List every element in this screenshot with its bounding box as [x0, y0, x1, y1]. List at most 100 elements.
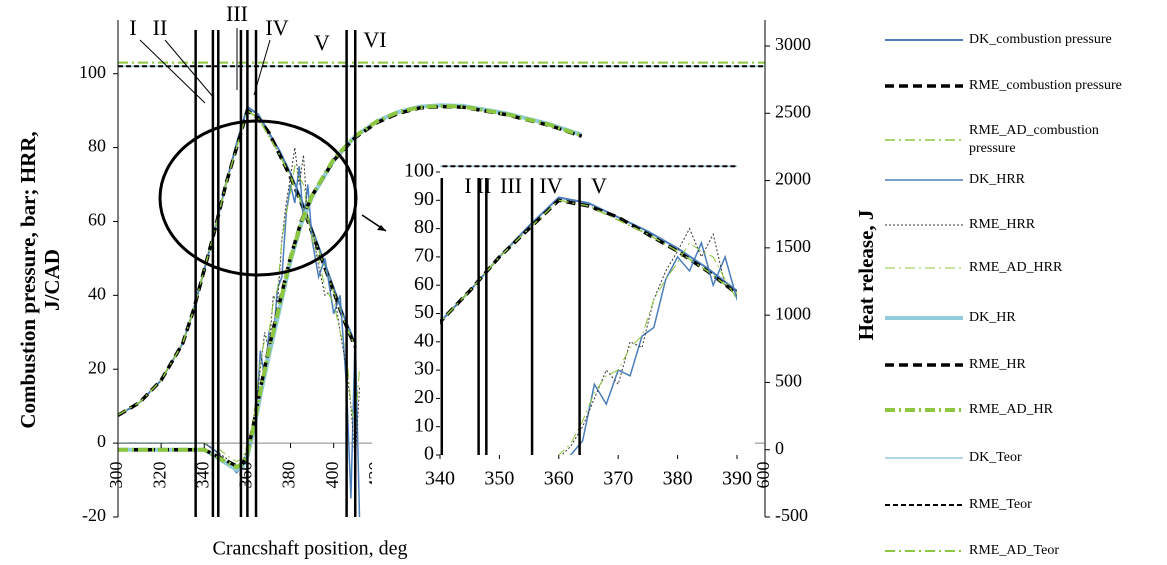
region-label: V: [314, 30, 330, 55]
x-tick-label: 360: [236, 462, 256, 489]
legend-swatch: [885, 84, 963, 88]
inset-region-label: III: [500, 173, 522, 198]
inset-y-tick-label: 100: [404, 160, 434, 182]
legend-swatch: [885, 316, 963, 320]
inset-y-tick-label: 40: [414, 329, 434, 351]
leader-line: [164, 39, 215, 99]
highlight-ellipse: [158, 119, 358, 277]
leader-line: [139, 39, 206, 104]
legend-item: RME_AD_combustion pressure: [885, 122, 1129, 158]
legend-item: RME_AD_HR: [885, 400, 1129, 420]
inset-y-tick-label: 70: [414, 244, 434, 266]
region-label: IV: [265, 15, 288, 40]
inset-y-tick-label: 30: [414, 358, 434, 380]
inset-region-label: I: [464, 173, 471, 198]
y2-tick-label: 1000: [775, 303, 811, 323]
legend-label: RME_HR: [969, 357, 1026, 372]
inset-region-label: V: [591, 173, 607, 198]
legend-label: RME_HRR: [969, 217, 1036, 232]
legend-swatch: [885, 179, 963, 181]
y2-tick-label: -500: [775, 505, 808, 525]
x-axis-title: Crancshaft position, deg: [213, 538, 408, 560]
x-tick-label: 380: [279, 462, 299, 489]
y-axis-title: J/CAD: [40, 249, 64, 311]
series-line: [118, 147, 360, 466]
inset-background: [372, 165, 755, 512]
y2-tick-label: 0: [775, 438, 784, 458]
legend-item: DK_HRR: [885, 170, 1129, 190]
region-label: I: [129, 15, 136, 40]
x-tick-label: 320: [149, 462, 169, 489]
y2-axis-title: Heat release, J: [854, 210, 878, 341]
y2-tick-label: 2500: [775, 101, 811, 121]
inset-y-tick-label: 90: [414, 188, 434, 210]
legend-label: RME_Teor: [969, 497, 1032, 512]
inset-y-tick-label: 50: [414, 301, 434, 323]
region-label: III: [226, 1, 248, 26]
legend-swatch: [885, 267, 963, 269]
y-tick-label: 0: [97, 431, 106, 451]
inset-x-tick-label: 370: [603, 468, 633, 490]
leader-lines: [139, 28, 271, 104]
series-line: [440, 227, 737, 455]
inset-y-tick-label: 10: [414, 414, 434, 436]
legend-item: DK_Teor: [885, 448, 1129, 468]
legend-label: DK_HR: [969, 310, 1016, 325]
series-line: [118, 164, 360, 463]
inset-y-tick-label: 60: [414, 273, 434, 295]
x-tick-label: 600: [753, 462, 773, 489]
legend-swatch: [885, 408, 963, 412]
legend-label: RME_AD_HRR: [969, 260, 1063, 275]
legend-label: RME_AD_HR: [969, 402, 1054, 417]
inset-x-tick-label: 350: [484, 468, 514, 490]
legend-swatch: [885, 39, 963, 41]
inset-x-tick-label: 360: [544, 468, 574, 490]
legend-label: RME_AD_combustion pressure: [969, 123, 1099, 156]
legend-item: RME_HR: [885, 355, 1129, 375]
y-tick-label: 20: [88, 357, 106, 377]
x-tick-label: 400: [322, 462, 342, 489]
y-tick-label: 40: [88, 283, 106, 303]
inset-region-label: II: [477, 173, 492, 198]
y-tick-label: 80: [88, 136, 106, 156]
inset-y-tick-label: 80: [414, 216, 434, 238]
y2-tick-label: 1500: [775, 236, 811, 256]
legend-label: DK_HRR: [969, 172, 1026, 187]
legend-swatch: [885, 457, 963, 459]
legend-item: RME_AD_Teor: [885, 541, 1129, 561]
arrow-head: [377, 225, 386, 231]
inset-region-label: IV: [539, 173, 562, 198]
x-tick-label: 300: [106, 462, 126, 489]
legend-label: DK_combustion pressure: [969, 32, 1112, 47]
y-axis-title: Combustion pressure, bar; HRR,: [16, 131, 40, 428]
leader-line: [253, 39, 271, 96]
legend-label: RME_combustion pressure: [969, 78, 1122, 93]
legend-label: DK_Teor: [969, 450, 1022, 465]
legend-swatch: [885, 224, 963, 226]
y-tick-label: 60: [88, 210, 106, 230]
region-label: II: [153, 15, 168, 40]
y-tick-label: -20: [82, 505, 106, 525]
y-tick-label: 100: [79, 62, 106, 82]
series-line: [440, 199, 737, 324]
legend-swatch: [885, 504, 963, 506]
inset-x-tick-label: 390: [722, 468, 752, 490]
legend-label: RME_AD_Teor: [969, 543, 1060, 558]
series-line: [118, 103, 583, 470]
legend-item: RME_combustion pressure: [885, 76, 1129, 96]
y2-tick-label: 3000: [775, 34, 811, 54]
x-tick-label: 340: [192, 462, 212, 489]
legend-item: DK_HR: [885, 308, 1129, 328]
legend-swatch: [885, 550, 963, 552]
inset-x-tick-label: 380: [663, 468, 693, 490]
inset-x-tick-label: 340: [425, 468, 455, 490]
legend-item: DK_combustion pressure: [885, 30, 1129, 50]
legend-item: RME_AD_HRR: [885, 258, 1129, 278]
y2-tick-label: 500: [775, 371, 802, 391]
legend-swatch: [885, 363, 963, 367]
series-line: [440, 196, 737, 324]
legend-swatch: [885, 139, 963, 141]
series-line: [440, 240, 737, 455]
